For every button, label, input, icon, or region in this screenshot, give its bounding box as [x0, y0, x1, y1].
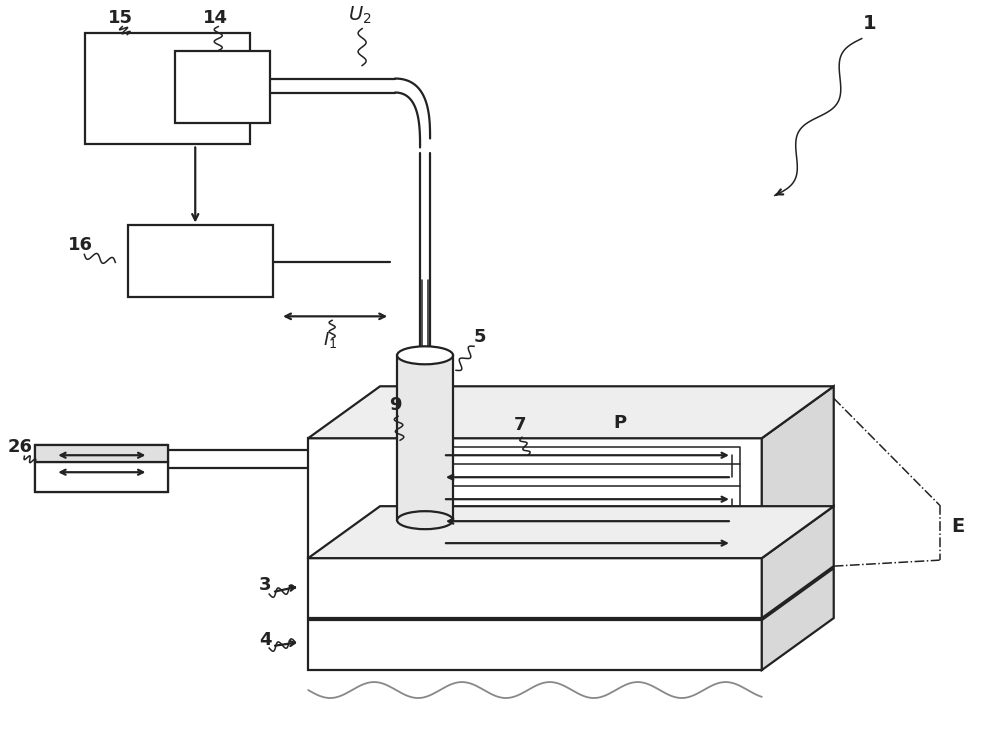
Bar	[128, 225, 273, 297]
Text: 16: 16	[68, 236, 93, 255]
Text: 5: 5	[474, 328, 486, 346]
Text: E: E	[951, 517, 964, 536]
Text: 14: 14	[203, 9, 228, 26]
Text: 7: 7	[514, 416, 526, 435]
Polygon shape	[308, 438, 762, 558]
Polygon shape	[308, 620, 762, 670]
Text: $U_2$: $U_2$	[348, 4, 372, 26]
Bar	[397, 355, 453, 520]
Text: 1: 1	[863, 13, 877, 32]
Text: 26: 26	[8, 438, 33, 457]
Polygon shape	[35, 446, 168, 462]
Polygon shape	[308, 558, 762, 618]
Ellipse shape	[397, 511, 453, 529]
Text: P: P	[613, 414, 626, 432]
Text: 15: 15	[108, 9, 133, 26]
Text: 3: 3	[259, 576, 271, 594]
Polygon shape	[35, 462, 168, 493]
Polygon shape	[308, 506, 834, 558]
Polygon shape	[308, 386, 834, 438]
Text: 9: 9	[389, 396, 401, 414]
Bar	[175, 51, 270, 123]
Text: 4: 4	[259, 631, 271, 649]
Polygon shape	[762, 568, 834, 670]
Polygon shape	[762, 386, 834, 558]
Polygon shape	[762, 506, 834, 618]
Ellipse shape	[397, 346, 453, 364]
Text: $I_1$: $I_1$	[323, 330, 337, 350]
Bar	[85, 32, 250, 145]
